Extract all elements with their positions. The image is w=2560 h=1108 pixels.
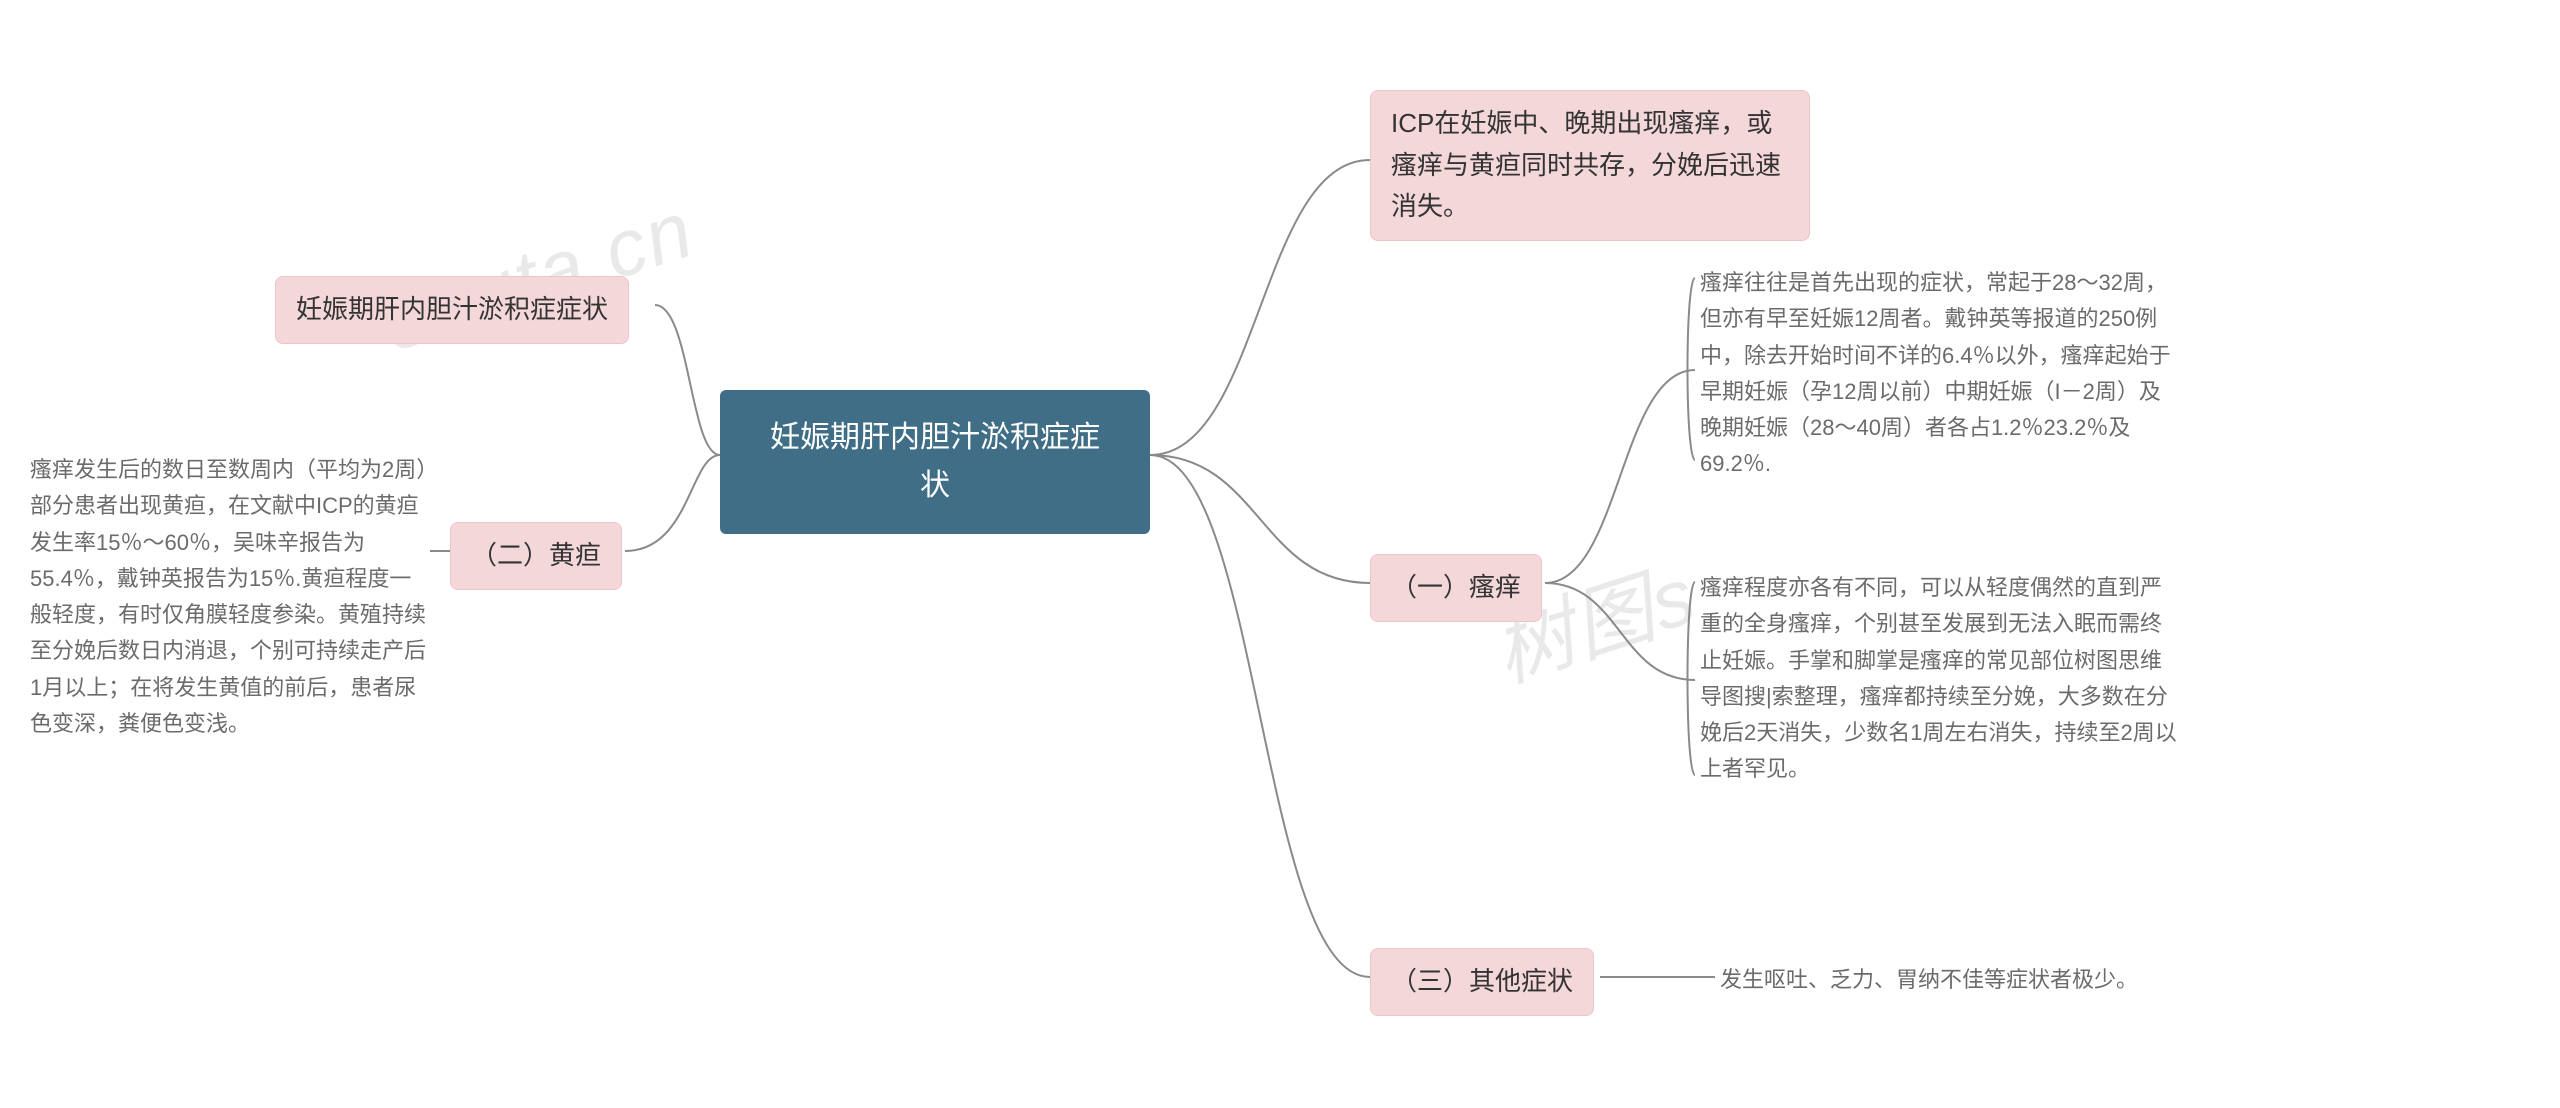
right-other-detail: 发生呕吐、乏力、胃纳不佳等症状者极少。	[1720, 962, 2160, 998]
center-title-line1: 妊娠期肝内胆汁淤积症症	[750, 414, 1120, 462]
center-title-line2: 状	[750, 462, 1120, 510]
center-topic: 妊娠期肝内胆汁淤积症症 状	[720, 390, 1150, 534]
right-node-icp-summary: ICP在妊娠中、晚期出现瘙痒，或瘙痒与黄疸同时共存，分娩后迅速消失。	[1370, 90, 1810, 241]
left-node-symptoms: 妊娠期肝内胆汁淤积症症状	[275, 276, 629, 344]
right-node-pruritus: （一）瘙痒	[1370, 554, 1542, 622]
right-pruritus-detail-a: 瘙痒往往是首先出现的症状，常起于28～32周，但亦有早至妊娠12周者。戴钟英等报…	[1700, 265, 2180, 483]
right-node-other: （三）其他症状	[1370, 948, 1594, 1016]
left-node-jaundice: （二）黄疸	[450, 522, 622, 590]
left-jaundice-detail: 瘙痒发生后的数日至数周内（平均为2周）部分患者出现黄疸，在文献中ICP的黄疸发生…	[30, 452, 430, 742]
right-pruritus-detail-b: 瘙痒程度亦各有不同，可以从轻度偶然的直到严重的全身瘙痒，个别甚至发展到无法入眠而…	[1700, 570, 2180, 788]
